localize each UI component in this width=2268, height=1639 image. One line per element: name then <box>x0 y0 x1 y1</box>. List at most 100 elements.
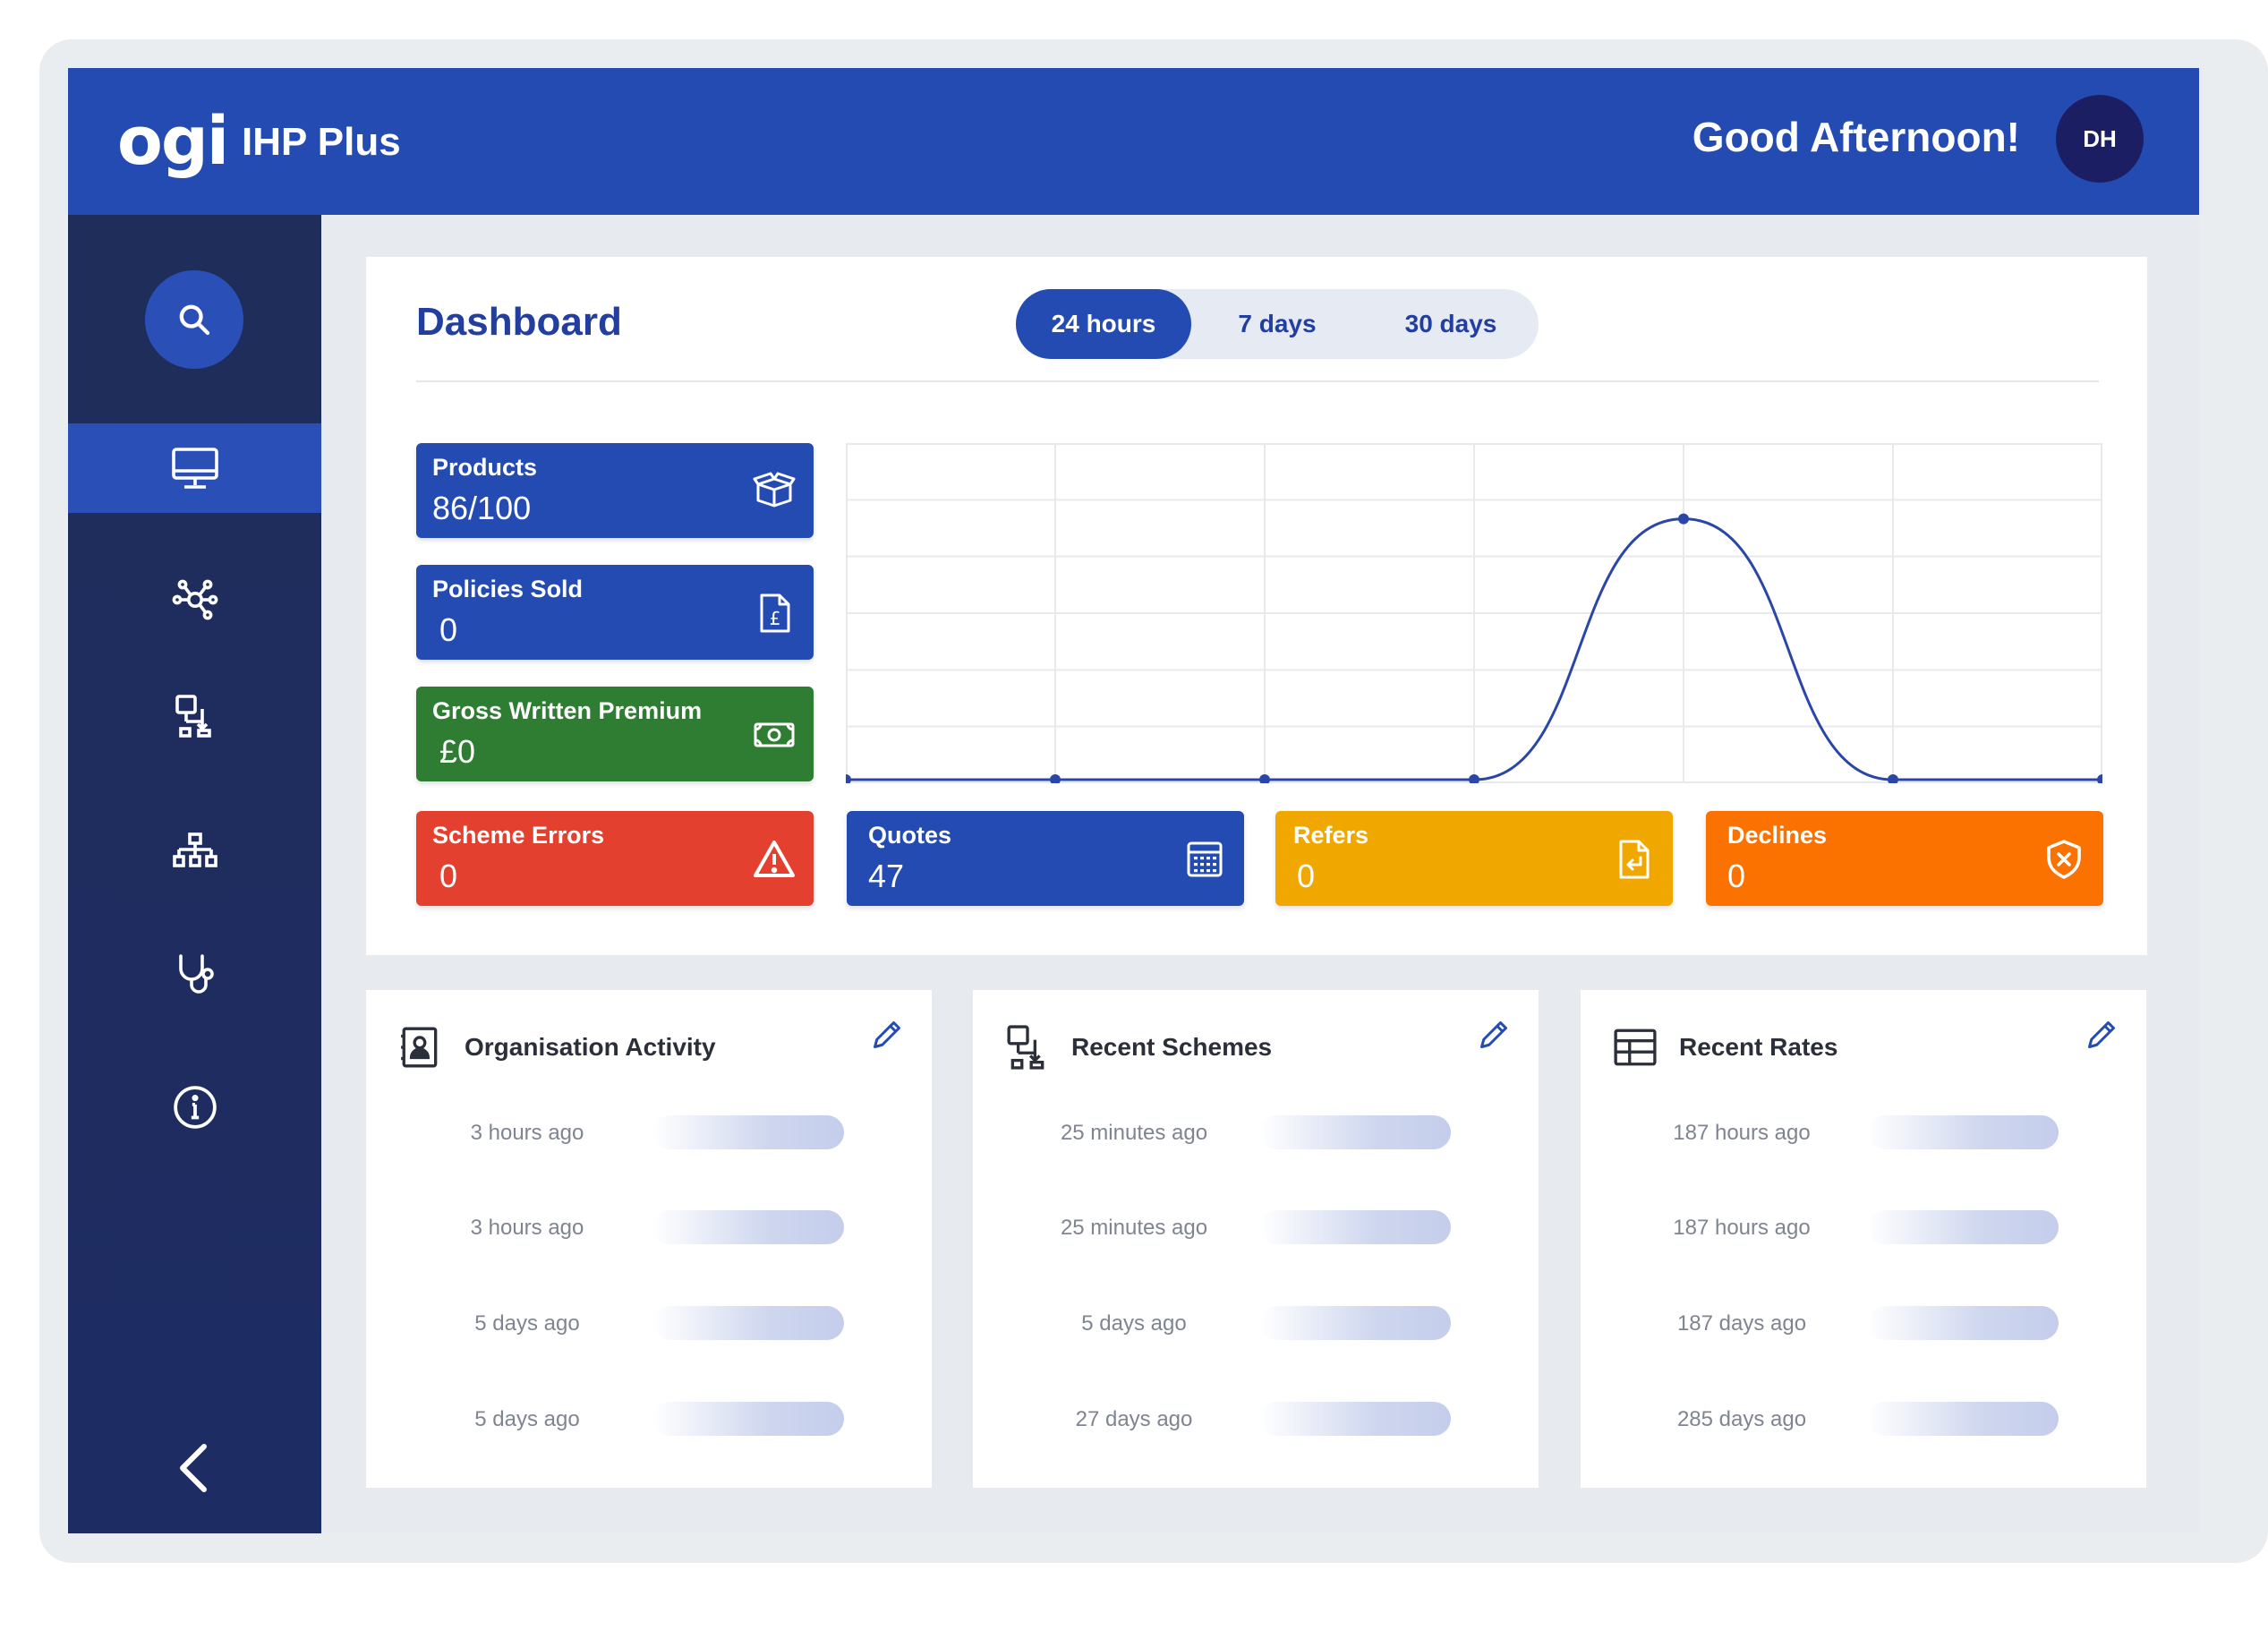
panel-title: Recent Rates <box>1679 1033 1838 1061</box>
skeleton-bar <box>652 1306 844 1340</box>
time-label: 3 hours ago <box>470 1121 584 1145</box>
svg-text:£: £ <box>770 608 781 629</box>
app-name: IHP Plus <box>242 120 401 164</box>
list-item[interactable]: 25 minutes ago <box>973 1210 1539 1246</box>
panel-title: Organisation Activity <box>465 1033 716 1061</box>
warning-icon <box>754 841 795 877</box>
list-item[interactable]: 285 days ago <box>1581 1402 2146 1438</box>
document-return-icon <box>1619 840 1650 879</box>
tile-gross-written-premium[interactable]: Gross Written Premium £0 <box>416 687 814 781</box>
tile-value: 47 <box>868 858 905 894</box>
list-item[interactable]: 187 days ago <box>1581 1306 2146 1342</box>
time-label: 187 hours ago <box>1673 1216 1811 1240</box>
data-point[interactable] <box>1259 774 1270 783</box>
recent-schemes-panel: Recent Schemes 25 minutes ago 25 minutes… <box>973 990 1539 1488</box>
search-icon <box>179 304 210 336</box>
sidebar-item-info[interactable] <box>68 1063 321 1152</box>
list-item[interactable]: 5 days ago <box>366 1306 932 1342</box>
greeting: Good Afternoon! <box>1692 114 2020 160</box>
tile-value: 0 <box>439 858 458 894</box>
time-label: 5 days ago <box>474 1311 580 1336</box>
contact-card-icon <box>401 1027 438 1068</box>
data-point[interactable] <box>846 774 851 783</box>
data-point[interactable] <box>2097 774 2102 783</box>
stethoscope-icon <box>178 954 214 994</box>
tile-quotes[interactable]: Quotes 47 <box>847 811 1244 906</box>
tile-value: £0 <box>439 733 476 770</box>
series-line <box>846 517 2102 781</box>
range-24-hours[interactable]: 24 hours <box>1016 289 1191 359</box>
time-label: 187 hours ago <box>1673 1121 1811 1145</box>
edit-pencil-icon[interactable] <box>871 1019 903 1051</box>
open-box-icon <box>753 472 796 508</box>
time-label: 27 days ago <box>1075 1407 1193 1431</box>
tile-policies-sold[interactable]: Policies Sold 0 £ <box>416 565 814 660</box>
range-30-days[interactable]: 30 days <box>1404 310 1497 337</box>
sidebar-item-health[interactable] <box>68 931 321 1020</box>
tile-label: Declines <box>1727 822 1828 849</box>
activity-line-chart <box>846 443 2102 783</box>
flow-icon <box>175 695 211 738</box>
panel-header: Organisation Activity <box>398 1022 716 1072</box>
user-avatar[interactable]: DH <box>2056 95 2144 183</box>
calculator-icon <box>1187 841 1223 877</box>
list-item[interactable]: 5 days ago <box>973 1306 1539 1342</box>
top-header: ogi IHP Plus Good Afternoon! DH <box>68 68 2199 215</box>
tile-scheme-errors[interactable]: Scheme Errors 0 <box>416 811 814 906</box>
sidebar-item-schemes[interactable] <box>68 671 321 761</box>
info-icon <box>173 1086 217 1129</box>
time-label: 285 days ago <box>1676 1407 1807 1431</box>
monitor-icon <box>171 448 218 489</box>
skeleton-bar <box>652 1115 844 1149</box>
time-label: 187 days ago <box>1676 1311 1807 1336</box>
skeleton-bar <box>1867 1402 2059 1436</box>
tile-label: Gross Written Premium <box>432 697 703 724</box>
list-item[interactable]: 187 hours ago <box>1581 1210 2146 1246</box>
panel-header: Recent Schemes <box>1005 1022 1272 1072</box>
sidebar-item-network[interactable] <box>68 555 321 645</box>
sidebar-item-dashboard[interactable] <box>68 423 321 513</box>
search-button[interactable] <box>145 270 243 369</box>
dashboard-card: Dashboard 24 hours 7 days 30 days Produc… <box>366 257 2147 955</box>
time-label: 25 minutes ago <box>1060 1121 1208 1145</box>
sidebar-item-hierarchy[interactable] <box>68 807 321 896</box>
range-7-days[interactable]: 7 days <box>1238 310 1317 337</box>
page-title: Dashboard <box>416 300 622 344</box>
divider <box>416 380 2099 382</box>
skeleton-bar <box>652 1402 844 1436</box>
list-item[interactable]: 25 minutes ago <box>973 1115 1539 1151</box>
list-item[interactable]: 3 hours ago <box>366 1115 932 1151</box>
time-label: 5 days ago <box>474 1407 580 1431</box>
skeleton-bar <box>1867 1306 2059 1340</box>
organisation-activity-panel: Organisation Activity 3 hours ago 3 hour… <box>366 990 932 1488</box>
list-item[interactable]: 27 days ago <box>973 1402 1539 1438</box>
app-window: ogi IHP Plus Good Afternoon! DH <box>68 68 2199 1533</box>
list-item[interactable]: 3 hours ago <box>366 1210 932 1246</box>
ogi-logo[interactable]: ogi <box>117 103 229 180</box>
collapse-sidebar-button[interactable] <box>166 1441 220 1495</box>
tile-label: Scheme Errors <box>432 822 605 849</box>
tile-label: Policies Sold <box>432 576 584 602</box>
shield-x-icon <box>2047 840 2081 879</box>
skeleton-bar <box>1259 1115 1451 1149</box>
edit-pencil-icon[interactable] <box>2085 1019 2118 1051</box>
data-point[interactable] <box>1469 774 1479 783</box>
time-label: 5 days ago <box>1081 1311 1187 1336</box>
tile-declines[interactable]: Declines 0 <box>1706 811 2103 906</box>
list-item[interactable]: 187 hours ago <box>1581 1115 2146 1151</box>
list-item[interactable]: 5 days ago <box>366 1402 932 1438</box>
data-point[interactable] <box>1050 774 1061 783</box>
sidebar <box>68 215 321 1533</box>
data-point[interactable] <box>1678 513 1689 525</box>
skeleton-bar <box>1259 1402 1451 1436</box>
chart-grid <box>846 443 2102 783</box>
data-point[interactable] <box>1888 774 1898 783</box>
tile-refers[interactable]: Refers 0 <box>1275 811 1673 906</box>
table-icon <box>1614 1029 1657 1066</box>
tile-products[interactable]: Products 86/100 <box>416 443 814 538</box>
edit-pencil-icon[interactable] <box>1478 1019 1510 1051</box>
pound-document-icon: £ <box>760 593 790 633</box>
skeleton-bar <box>1867 1210 2059 1244</box>
skeleton-bar <box>652 1210 844 1244</box>
hierarchy-icon <box>172 832 217 867</box>
